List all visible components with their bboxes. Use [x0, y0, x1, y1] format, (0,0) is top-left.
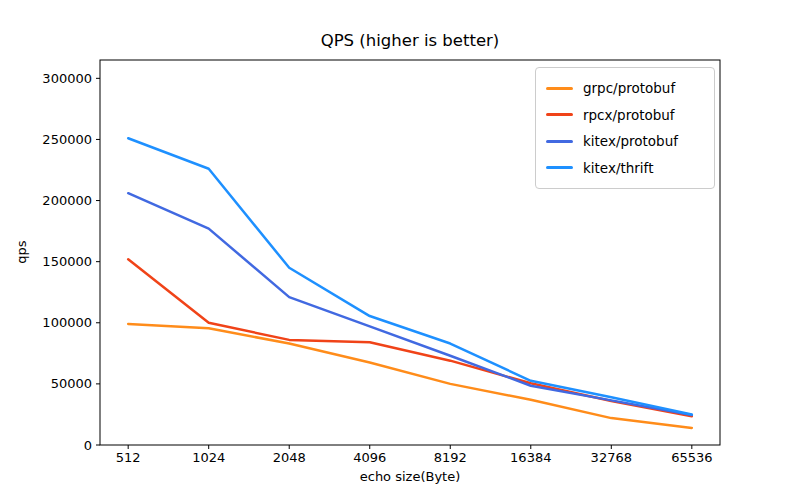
legend-line-swatch-icon — [546, 140, 573, 143]
legend-line-swatch-icon — [546, 166, 573, 169]
legend-item: kitex/protobuf — [546, 128, 714, 155]
y-tick-label: 300000 — [42, 71, 92, 86]
y-tick-label: 200000 — [42, 193, 92, 208]
y-tick-label: 100000 — [42, 315, 92, 330]
legend: grpc/protobuf rpcx/protobuf kitex/protob… — [535, 67, 715, 189]
x-tick-label: 512 — [116, 450, 141, 465]
legend-label: kitex/protobuf — [583, 133, 678, 149]
y-tick-label: 150000 — [42, 254, 92, 269]
y-tick-label: 0 — [84, 438, 92, 453]
x-tick-label: 1024 — [192, 450, 225, 465]
legend-label: rpcx/protobuf — [583, 107, 675, 123]
legend-label: kitex/thrift — [583, 160, 653, 176]
legend-item: rpcx/protobuf — [546, 102, 714, 129]
x-tick-label: 16384 — [510, 450, 551, 465]
legend-line-swatch-icon — [546, 113, 573, 116]
legend-label: grpc/protobuf — [583, 80, 675, 96]
x-tick-label: 4096 — [353, 450, 386, 465]
x-tick-label: 32768 — [591, 450, 632, 465]
legend-item: kitex/thrift — [546, 155, 714, 182]
legend-item: grpc/protobuf — [546, 75, 714, 102]
series-line-rpcx-protobuf — [128, 259, 692, 416]
series-line-kitex-protobuf — [128, 193, 692, 415]
y-tick-label: 250000 — [42, 132, 92, 147]
figure: QPS (higher is better) 05000010000015000… — [0, 0, 800, 500]
y-tick-label: 50000 — [51, 376, 92, 391]
y-axis-label: qps — [14, 240, 29, 263]
x-axis-label: echo size(Byte) — [100, 469, 720, 484]
legend-line-swatch-icon — [546, 87, 573, 90]
x-tick-label: 65536 — [671, 450, 712, 465]
series-line-grpc-protobuf — [128, 324, 692, 428]
x-tick-label: 8192 — [434, 450, 467, 465]
x-tick-label: 2048 — [273, 450, 306, 465]
